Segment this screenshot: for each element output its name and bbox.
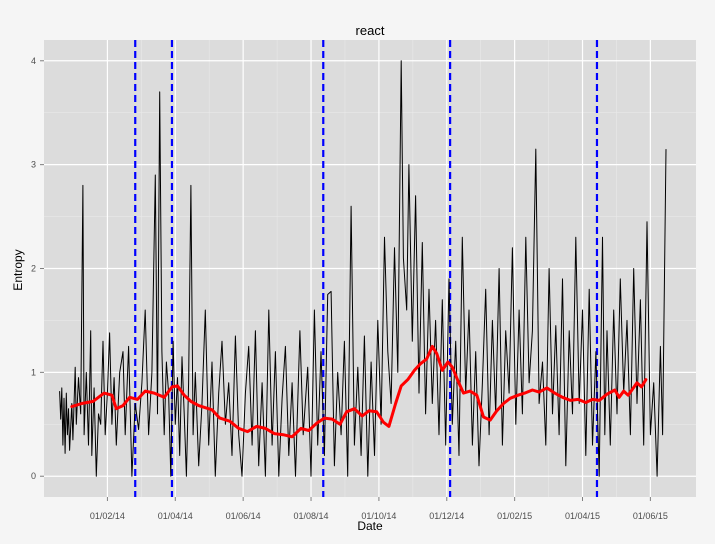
x-tick-label: 01/02/14 [90,511,125,521]
x-tick-label: 01/12/14 [429,511,464,521]
y-axis-label: Entropy [11,249,25,290]
x-tick-label: 01/02/15 [497,511,532,521]
y-tick-label: 3 [31,160,36,170]
y-tick-label: 1 [31,367,36,377]
x-tick-label: 01/08/14 [294,511,329,521]
x-tick-label: 01/06/15 [633,511,668,521]
raw-entropy-line [59,60,667,477]
x-tick-label: 01/06/14 [226,511,261,521]
y-tick-label: 4 [31,56,36,66]
raw-series [59,60,667,477]
x-tick-label: 01/04/14 [158,511,193,521]
trend-line [70,344,648,439]
y-tick-label: 2 [31,264,36,274]
y-tick-label: 0 [31,471,36,481]
axis-ticks: 01/02/14 01/04/14 01/06/14 01/08/14 01/10/14… [31,56,668,521]
x-tick-label: 01/04/15 [565,511,600,521]
trend-series [70,344,648,439]
x-tick-label: 01/10/14 [361,511,396,521]
x-axis-label: Date [357,519,383,533]
chart-title: react [356,23,385,38]
